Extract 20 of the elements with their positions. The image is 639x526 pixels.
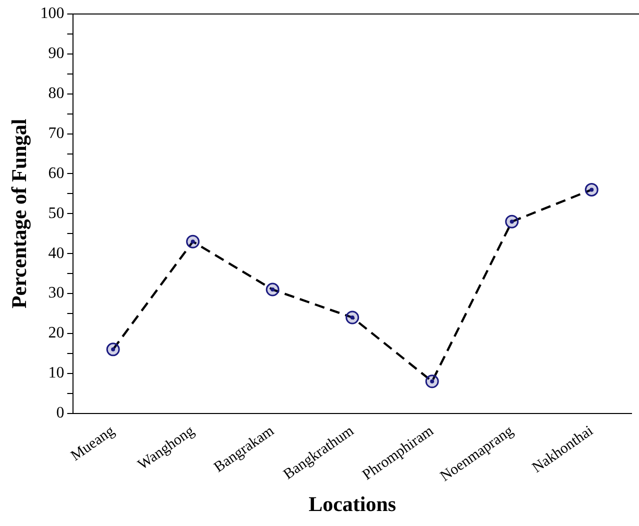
y-tick-label: 90 xyxy=(48,45,64,62)
point xyxy=(346,310,360,324)
y-tick-label: 40 xyxy=(48,244,64,262)
y-axis-title: Percentage of Fungal xyxy=(7,118,32,309)
point xyxy=(505,214,519,228)
point xyxy=(584,182,598,196)
y-tick-label: 100 xyxy=(40,5,64,22)
y-tick-label: 10 xyxy=(48,364,64,382)
y-tick-label: 50 xyxy=(48,204,64,222)
point xyxy=(425,374,439,388)
y-tick-label: 0 xyxy=(56,404,64,422)
y-tick-label: 70 xyxy=(48,125,64,142)
y-tick-label: 80 xyxy=(48,85,64,102)
point xyxy=(266,282,280,296)
y-tick-label: 20 xyxy=(48,324,64,342)
x-axis-title: Locations xyxy=(308,492,396,516)
point xyxy=(106,342,120,356)
y-tick-label: 30 xyxy=(48,284,64,302)
point xyxy=(186,234,200,248)
y-tick-label: 60 xyxy=(48,164,64,182)
